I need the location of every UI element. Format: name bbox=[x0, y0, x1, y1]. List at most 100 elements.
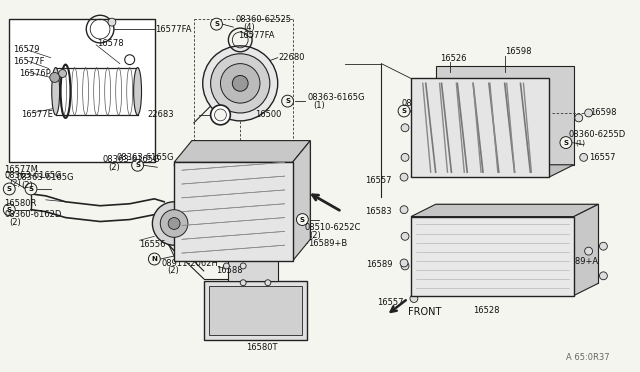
Text: (1): (1) bbox=[576, 140, 586, 146]
Circle shape bbox=[401, 153, 409, 161]
Polygon shape bbox=[436, 66, 574, 165]
Text: 16557: 16557 bbox=[589, 153, 615, 162]
Polygon shape bbox=[411, 78, 549, 177]
Text: 08363-6165G: 08363-6165G bbox=[116, 153, 174, 162]
Text: 16577M: 16577M bbox=[4, 165, 38, 174]
Circle shape bbox=[152, 202, 196, 245]
Circle shape bbox=[59, 70, 67, 77]
Text: 16577FA: 16577FA bbox=[156, 25, 192, 33]
Circle shape bbox=[410, 295, 418, 302]
Text: (2): (2) bbox=[21, 180, 33, 189]
Polygon shape bbox=[174, 162, 292, 261]
Text: S: S bbox=[135, 162, 140, 168]
Circle shape bbox=[211, 105, 230, 125]
Circle shape bbox=[580, 153, 588, 161]
Polygon shape bbox=[436, 204, 598, 283]
Circle shape bbox=[296, 214, 308, 225]
Circle shape bbox=[400, 206, 408, 214]
Text: (2): (2) bbox=[10, 218, 21, 227]
Circle shape bbox=[400, 259, 408, 267]
Bar bbox=[204, 281, 307, 340]
Text: 08363-6165G: 08363-6165G bbox=[307, 93, 365, 102]
Circle shape bbox=[3, 183, 15, 195]
Text: A 65:0R37: A 65:0R37 bbox=[566, 353, 609, 362]
Text: 16528: 16528 bbox=[473, 306, 500, 315]
Circle shape bbox=[214, 109, 227, 121]
Text: 08360-6255D: 08360-6255D bbox=[401, 99, 458, 108]
Circle shape bbox=[176, 169, 182, 175]
Text: S: S bbox=[29, 186, 33, 192]
Circle shape bbox=[168, 218, 180, 230]
Circle shape bbox=[401, 262, 409, 270]
Text: 16578: 16578 bbox=[97, 39, 124, 48]
Circle shape bbox=[211, 54, 270, 113]
Circle shape bbox=[265, 280, 271, 286]
Text: 08360-62525: 08360-62525 bbox=[195, 229, 251, 238]
Circle shape bbox=[240, 263, 246, 269]
Text: 08911-2062H: 08911-2062H bbox=[161, 259, 218, 269]
Text: 08360-6255D: 08360-6255D bbox=[569, 130, 626, 139]
Polygon shape bbox=[292, 141, 310, 261]
Text: S: S bbox=[563, 140, 568, 145]
Text: 16588: 16588 bbox=[216, 266, 243, 275]
Polygon shape bbox=[174, 141, 310, 162]
Text: 08363-6165G: 08363-6165G bbox=[4, 171, 62, 180]
Text: 16579: 16579 bbox=[13, 45, 40, 54]
Circle shape bbox=[223, 263, 229, 269]
Text: 16557: 16557 bbox=[378, 298, 404, 307]
Text: 08360-6162D: 08360-6162D bbox=[4, 210, 61, 219]
Text: 16583: 16583 bbox=[365, 207, 392, 216]
Circle shape bbox=[253, 293, 259, 298]
Bar bbox=[209, 286, 302, 335]
Text: S: S bbox=[401, 108, 406, 114]
Polygon shape bbox=[574, 204, 598, 295]
Circle shape bbox=[585, 109, 593, 117]
Text: FRONT: FRONT bbox=[408, 307, 442, 317]
Text: 16598: 16598 bbox=[416, 126, 442, 135]
Text: (2): (2) bbox=[409, 108, 419, 114]
Circle shape bbox=[240, 280, 246, 286]
Circle shape bbox=[132, 159, 143, 171]
Text: (1): (1) bbox=[172, 161, 184, 170]
Text: 16577E: 16577E bbox=[21, 110, 53, 119]
Text: 16526: 16526 bbox=[440, 54, 467, 63]
Text: 22683: 22683 bbox=[147, 110, 174, 119]
Circle shape bbox=[221, 64, 260, 103]
Circle shape bbox=[191, 147, 203, 158]
Text: 16580T: 16580T bbox=[246, 343, 278, 352]
Text: (2): (2) bbox=[309, 231, 321, 240]
Circle shape bbox=[3, 204, 15, 216]
Text: S: S bbox=[7, 207, 12, 213]
Circle shape bbox=[560, 137, 572, 148]
Circle shape bbox=[247, 31, 253, 37]
Circle shape bbox=[600, 242, 607, 250]
Text: 08363-6165G: 08363-6165G bbox=[16, 173, 74, 182]
Text: 16589+B: 16589+B bbox=[308, 239, 348, 248]
Circle shape bbox=[176, 248, 182, 254]
Text: 16598: 16598 bbox=[591, 109, 617, 118]
Text: (2): (2) bbox=[10, 179, 21, 187]
Text: N: N bbox=[152, 256, 157, 262]
Text: 08510-6252C: 08510-6252C bbox=[305, 223, 361, 232]
Bar bbox=[10, 19, 156, 162]
Circle shape bbox=[400, 173, 408, 181]
Text: 16577FA: 16577FA bbox=[238, 31, 275, 39]
Text: 16546: 16546 bbox=[500, 156, 526, 165]
Circle shape bbox=[50, 73, 60, 82]
Text: S: S bbox=[300, 217, 305, 222]
Circle shape bbox=[401, 124, 409, 132]
Circle shape bbox=[25, 183, 37, 195]
Ellipse shape bbox=[134, 68, 141, 115]
Circle shape bbox=[282, 95, 294, 107]
Polygon shape bbox=[192, 141, 310, 239]
Circle shape bbox=[203, 46, 278, 121]
Circle shape bbox=[285, 248, 291, 254]
Text: 16598: 16598 bbox=[505, 47, 531, 56]
Text: 22680: 22680 bbox=[278, 53, 305, 62]
Text: 16576P: 16576P bbox=[19, 69, 51, 78]
Circle shape bbox=[575, 114, 582, 122]
Text: S: S bbox=[285, 98, 290, 104]
Text: 08360-62525: 08360-62525 bbox=[194, 224, 250, 233]
Polygon shape bbox=[411, 165, 574, 177]
Text: 16577F: 16577F bbox=[13, 57, 45, 66]
